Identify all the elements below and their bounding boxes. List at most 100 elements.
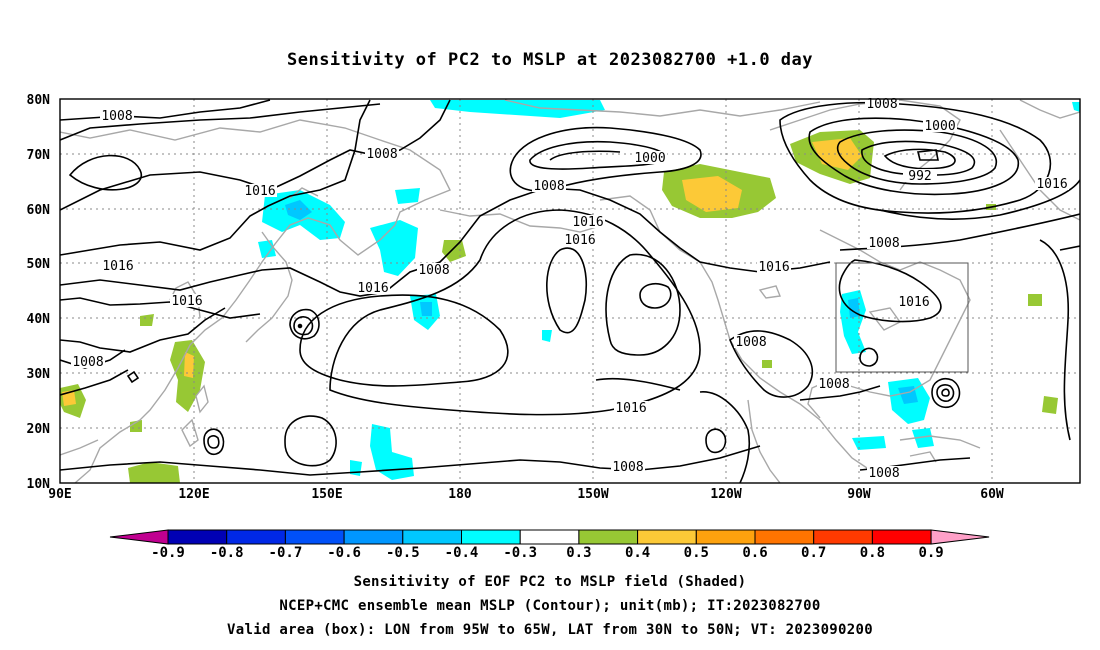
- colorbar-swatch: [226, 529, 286, 545]
- contour-label-bg: [170, 294, 204, 307]
- colorbar-swatch: [402, 529, 462, 545]
- pos-region-gulf-alaska-core: [682, 176, 742, 212]
- contour-label-bg: [532, 179, 566, 192]
- contour-label: 1016: [564, 233, 595, 248]
- contour-label: 1008: [72, 355, 103, 370]
- pos-region-china-coast: [128, 462, 180, 483]
- colorbar-swatch: [695, 529, 756, 545]
- contour-label: 1000: [924, 119, 955, 134]
- lon-axis-labels: 90E 120E 150E 180 150W 120W 90W 60W: [48, 487, 1004, 502]
- pos-region-gulf-coast: [762, 360, 772, 368]
- contour-label: 1016: [244, 184, 275, 199]
- colorbar-arrow-left: [109, 529, 169, 545]
- neg-region-arctic: [430, 100, 605, 118]
- lon-label: 150E: [311, 487, 342, 502]
- colorbar-swatch: [871, 529, 932, 545]
- caption-line-3: Valid area (box): LON from 95W to 65W, L…: [227, 622, 873, 638]
- neg-region-npac-core: [420, 302, 432, 316]
- contour-label: 1008: [735, 335, 766, 350]
- colorbar-label: -0.6: [327, 545, 361, 561]
- neg-region-kamchatka: [395, 188, 420, 204]
- mslp-contours: [60, 99, 1080, 483]
- colorbar-label: -0.9: [151, 545, 185, 561]
- chart-title: Sensitivity of PC2 to MSLP at 2023082700…: [286, 50, 813, 70]
- contour-label-bg: [1035, 177, 1069, 190]
- contour-label: 1016: [357, 281, 388, 296]
- lon-label: 120E: [178, 487, 209, 502]
- contour-label-bg: [365, 147, 399, 160]
- contour-label: 992: [908, 169, 931, 184]
- contour-label-bg: [903, 169, 937, 182]
- contour-label-bg: [356, 281, 390, 294]
- neg-region-west-pac: [542, 330, 552, 342]
- lat-label: 10N: [27, 477, 51, 492]
- colorbar-label: 0.6: [742, 545, 767, 561]
- pos-region-atlantic-2: [1042, 396, 1058, 414]
- lat-label: 80N: [27, 93, 51, 108]
- lon-label: 180: [448, 487, 472, 502]
- contour-label: 1016: [615, 401, 646, 416]
- colorbar-swatch: [637, 529, 697, 545]
- colorbar-swatch: [461, 529, 521, 545]
- colorbar-label: 0.7: [801, 545, 826, 561]
- contour-label: 1008: [868, 466, 899, 481]
- contour-label: 1008: [533, 179, 564, 194]
- contour-label-bg: [734, 335, 768, 348]
- lat-label: 60N: [27, 203, 51, 218]
- contour-label: 1008: [366, 147, 397, 162]
- neg-region-arctic-2: [1072, 102, 1080, 112]
- colorbar: [109, 529, 990, 545]
- neg-region-aleutian: [370, 220, 418, 276]
- lon-label: 60W: [980, 487, 1004, 502]
- lat-axis-labels: 80N 70N 60N 50N 40N 30N 20N 10N: [27, 93, 51, 492]
- lat-label: 40N: [27, 312, 51, 327]
- colorbar-swatch: [813, 529, 873, 545]
- neg-region-japan-n-core: [285, 200, 312, 220]
- colorbar-label: -0.4: [445, 545, 479, 561]
- lat-label: 50N: [27, 257, 51, 272]
- lon-label: 90E: [48, 487, 71, 502]
- contour-label-bg: [243, 184, 277, 197]
- contour-label: 1008: [612, 460, 643, 475]
- lat-label: 70N: [27, 148, 51, 163]
- colorbar-swatch: [343, 529, 404, 545]
- colorbar-label: -0.5: [386, 545, 420, 561]
- contour-label-bg: [923, 119, 957, 132]
- neg-region-tropics: [370, 424, 414, 480]
- neg-region-caribbean: [912, 428, 934, 448]
- pos-region-atlantic: [1028, 294, 1042, 306]
- lon-label: 120W: [710, 487, 741, 502]
- contour-label: 1016: [171, 294, 202, 309]
- colorbar-swatch: [284, 529, 345, 545]
- contour-label-bg: [71, 355, 105, 368]
- neg-region-tropics-2: [350, 460, 362, 476]
- colorbar-swatch: [519, 529, 580, 545]
- contour-label: 1016: [1036, 177, 1067, 192]
- colorbar-swatch: [754, 529, 815, 545]
- contour-label-bg: [867, 236, 901, 249]
- contour-label: 1016: [758, 260, 789, 275]
- lon-label: 90W: [847, 487, 871, 502]
- colorbar-swatch: [167, 529, 228, 545]
- contour-label: 1016: [898, 295, 929, 310]
- pos-region-aleutian: [442, 240, 466, 262]
- colorbar-label: -0.8: [210, 545, 244, 561]
- lat-label: 30N: [27, 367, 51, 382]
- contour-label-bg: [571, 215, 605, 228]
- contour-label-bg: [897, 295, 931, 308]
- colorbar-arrow-right: [930, 529, 990, 545]
- contour-label: 1000: [634, 151, 665, 166]
- contour-label-bg: [867, 466, 901, 479]
- contour-label: 1008: [818, 377, 849, 392]
- lon-label: 150W: [577, 487, 608, 502]
- contour-label-bg: [563, 233, 597, 246]
- contour-label-bg: [101, 259, 135, 272]
- lat-label: 20N: [27, 422, 51, 437]
- colorbar-label: -0.7: [269, 545, 303, 561]
- colorbar-label: 0.5: [684, 545, 709, 561]
- colorbar-label: 0.3: [566, 545, 591, 561]
- coastlines: [60, 99, 1080, 483]
- colorbar-label: 0.8: [860, 545, 885, 561]
- contour-label: 1016: [102, 259, 133, 274]
